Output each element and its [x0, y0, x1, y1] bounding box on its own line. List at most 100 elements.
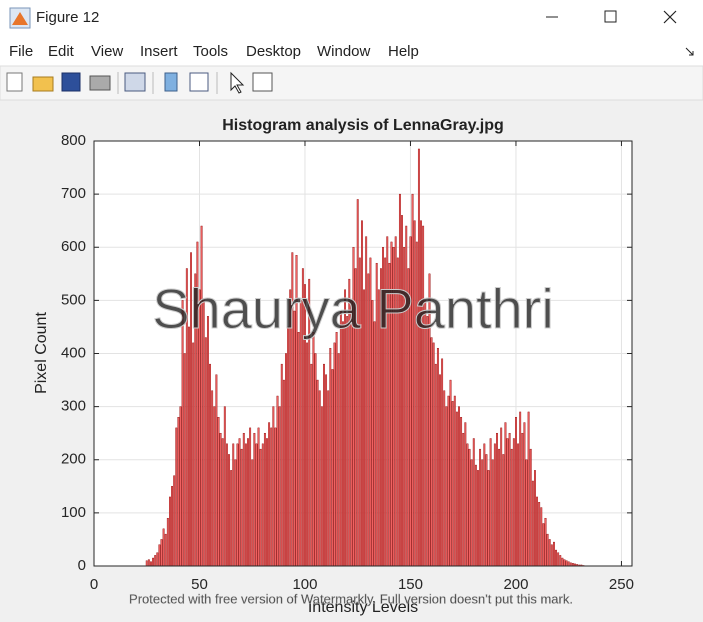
- close-button[interactable]: [663, 10, 677, 24]
- bar: [525, 459, 528, 567]
- bar: [447, 395, 450, 567]
- bar: [466, 443, 469, 567]
- bar: [371, 300, 374, 567]
- bar: [154, 555, 157, 567]
- bar: [455, 411, 458, 567]
- bar: [529, 448, 532, 567]
- menu: File Edit View Insert Tools Desktop Window Help: [9, 43, 419, 60]
- bar: [255, 443, 258, 567]
- bar: [225, 443, 228, 567]
- bar: [512, 438, 515, 567]
- bar: [318, 390, 321, 567]
- bar: [411, 193, 414, 567]
- x-tick-label: 100: [292, 576, 317, 593]
- bar: [470, 459, 473, 567]
- bar: [331, 369, 334, 567]
- bar: [204, 337, 207, 567]
- bar: [523, 422, 526, 567]
- bar: [280, 363, 283, 567]
- bar: [430, 337, 433, 567]
- bar: [232, 443, 235, 567]
- dock-arrow[interactable]: [685, 47, 694, 56]
- bar: [519, 411, 522, 567]
- x-tick-label: 0: [90, 576, 98, 593]
- y-tick-label: 800: [61, 132, 86, 149]
- y-tick-label: 100: [61, 504, 86, 521]
- bar: [346, 316, 349, 567]
- bar: [213, 406, 216, 567]
- menu-item[interactable]: Desktop: [246, 43, 301, 60]
- bar: [401, 215, 403, 567]
- y-tick-label: 700: [61, 185, 86, 202]
- bar: [441, 358, 444, 567]
- bar: [491, 459, 494, 567]
- bar: [552, 541, 555, 567]
- menu-item[interactable]: File: [9, 43, 33, 60]
- plot: [93, 140, 632, 567]
- bar: [477, 470, 479, 567]
- bar: [179, 406, 182, 567]
- bar: [544, 517, 547, 567]
- title-bar: [0, 0, 703, 36]
- bar: [293, 310, 296, 567]
- bar: [468, 448, 471, 567]
- bar: [314, 353, 317, 567]
- bar: [242, 432, 245, 567]
- menu-item[interactable]: View: [91, 43, 123, 60]
- bar: [323, 363, 325, 567]
- bar: [299, 300, 302, 567]
- menu-item[interactable]: Insert: [140, 43, 178, 60]
- bar: [173, 475, 176, 567]
- bar: [211, 390, 214, 567]
- bar: [162, 528, 165, 567]
- toolbar-icons[interactable]: [6, 71, 273, 94]
- bar: [527, 411, 530, 567]
- bar: [219, 432, 222, 567]
- bar: [274, 427, 277, 567]
- y-tick-label: 200: [61, 451, 86, 468]
- bar: [561, 557, 564, 567]
- bar: [209, 363, 211, 567]
- bar: [342, 321, 344, 567]
- bar: [310, 363, 313, 567]
- bar: [263, 432, 266, 567]
- bar: [510, 448, 513, 567]
- bar: [498, 448, 501, 567]
- menu-item[interactable]: Edit: [48, 43, 75, 60]
- bar: [228, 454, 230, 567]
- chart-title: Histogram analysis of LennaGray.jpg: [222, 117, 504, 134]
- bar: [316, 379, 319, 567]
- bar: [285, 353, 287, 567]
- y-tick-label: 0: [78, 557, 86, 574]
- bar: [504, 422, 507, 567]
- bar: [500, 427, 503, 567]
- y-tick-label: 600: [61, 238, 86, 255]
- watermark-name: Shaurya Panthri: [152, 277, 554, 340]
- menu-item[interactable]: Window: [317, 43, 371, 60]
- bar: [567, 561, 570, 567]
- bar: [240, 448, 243, 567]
- bar: [361, 220, 363, 567]
- bar: [542, 523, 545, 567]
- bar: [188, 326, 190, 567]
- bar: [251, 459, 254, 567]
- x-axis-label: Intensity Levels: [308, 599, 418, 616]
- bar: [152, 557, 155, 567]
- bar: [217, 417, 220, 567]
- bar: [236, 443, 239, 567]
- bar: [534, 470, 536, 567]
- menu-item[interactable]: Tools: [193, 43, 228, 60]
- bar: [531, 480, 534, 567]
- bar: [175, 427, 178, 567]
- bar: [474, 464, 477, 567]
- bar: [247, 438, 249, 567]
- bar: [272, 406, 275, 567]
- bar: [221, 438, 224, 567]
- bar: [487, 470, 490, 567]
- bar: [432, 342, 435, 567]
- maximize-button[interactable]: [604, 10, 617, 23]
- menu-item[interactable]: Help: [388, 43, 419, 60]
- y-axis-label: Pixel Count: [33, 312, 50, 394]
